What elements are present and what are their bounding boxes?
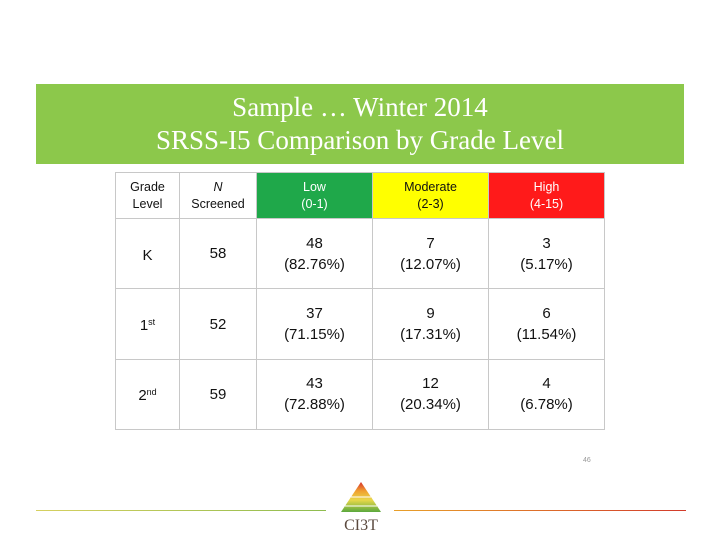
comparison-table: Grade Level N Screened Low (0-1) Moderat… bbox=[115, 171, 605, 431]
high-cell: 4 (6.78%) bbox=[488, 358, 605, 431]
n-screened-cell: 58 bbox=[179, 218, 257, 290]
moderate-cell: 9 (17.31%) bbox=[372, 288, 489, 360]
grade-cell: 2nd bbox=[115, 358, 180, 431]
header-low: Low (0-1) bbox=[256, 171, 373, 220]
table-row: 1st 52 37 (71.15%) 9 (17.31%) 6 (11.54%) bbox=[115, 288, 605, 360]
table-row: K 58 48 (82.76%) 7 (12.07%) 3 (5.17%) bbox=[115, 218, 605, 290]
low-cell: 43 (72.88%) bbox=[256, 358, 373, 431]
moderate-cell: 12 (20.34%) bbox=[372, 358, 489, 431]
title-line-2: SRSS-I5 Comparison by Grade Level bbox=[156, 125, 564, 155]
moderate-cell: 7 (12.07%) bbox=[372, 218, 489, 290]
grade-cell: K bbox=[115, 218, 180, 290]
n-screened-cell: 52 bbox=[179, 288, 257, 360]
low-cell: 48 (82.76%) bbox=[256, 218, 373, 290]
high-cell: 3 (5.17%) bbox=[488, 218, 605, 290]
high-cell: 6 (11.54%) bbox=[488, 288, 605, 360]
footer-rule-left bbox=[36, 510, 326, 511]
title-line-1: Sample … Winter 2014 bbox=[232, 92, 488, 122]
grade-cell: 1st bbox=[115, 288, 180, 360]
low-cell: 37 (71.15%) bbox=[256, 288, 373, 360]
table-row: 2nd 59 43 (72.88%) 12 (20.34%) 4 (6.78%) bbox=[115, 358, 605, 431]
footer-rule-right bbox=[394, 510, 686, 511]
header-row: Grade Level N Screened Low (0-1) Moderat… bbox=[115, 171, 605, 220]
header-moderate: Moderate (2-3) bbox=[372, 171, 489, 220]
svg-text:CI3T: CI3T bbox=[344, 517, 378, 534]
title-band: Sample … Winter 2014 SRSS-I5 Comparison … bbox=[36, 84, 684, 164]
header-high: High (4-15) bbox=[488, 171, 605, 220]
ci3t-triangle-logo-icon: CI3T bbox=[341, 482, 381, 534]
page-number: 46 bbox=[583, 457, 591, 464]
header-grade-level: Grade Level bbox=[115, 171, 180, 220]
n-screened-cell: 59 bbox=[179, 358, 257, 431]
header-n-screened: N Screened bbox=[179, 171, 257, 220]
